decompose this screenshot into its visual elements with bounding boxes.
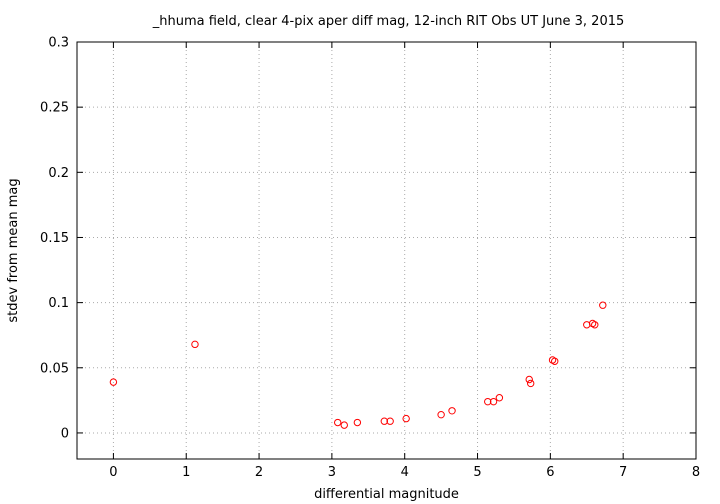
plot-frame [76,41,697,460]
data-points [109,301,607,429]
y-tick-label: 0 [61,426,69,441]
data-point [334,418,342,427]
y-tick-label: 0.2 [48,166,69,181]
data-point [591,321,599,329]
data-point [437,410,445,419]
x-axis-label: differential magnitude [314,487,459,502]
x-tick-label: 2 [255,465,263,480]
data-point [551,357,559,365]
x-tick-label: 8 [692,465,700,480]
data-point [525,375,533,384]
x-tick-label: 3 [328,465,336,480]
grid [77,41,697,459]
data-point [191,340,199,349]
data-point [599,301,607,309]
x-tick-label: 1 [182,465,190,480]
y-tick-label: 0.05 [40,361,69,376]
axis-ticks [77,41,697,459]
x-tick-label: 7 [619,465,627,480]
data-point [353,418,362,427]
data-point [448,407,456,415]
x-tick-label: 5 [473,465,481,480]
data-point [109,378,118,386]
y-tick-label: 0.3 [48,36,69,51]
x-tick-label: 4 [401,465,409,480]
data-point [484,397,492,406]
y-tick-label: 0.1 [48,296,69,311]
x-tick-label: 6 [546,465,554,480]
data-point [583,321,591,329]
y-tick-label: 0.25 [40,101,69,116]
data-point [526,379,535,388]
x-tick-labels: 0 1 2 3 4 5 6 7 8 [109,465,700,480]
y-tick-label: 0.15 [40,231,69,246]
data-point [402,414,410,423]
x-tick-label: 0 [109,465,117,480]
data-point [380,417,389,425]
data-point [340,421,348,429]
data-point [386,417,394,425]
data-point [495,394,504,402]
data-point [489,397,498,406]
y-tick-labels: 0 0.05 0.1 0.15 0.2 0.25 0.3 [40,36,69,442]
chart-title: _hhuma field, clear 4-pix aper diff mag,… [152,14,625,29]
y-axis-label: stdev from mean mag [6,178,21,322]
